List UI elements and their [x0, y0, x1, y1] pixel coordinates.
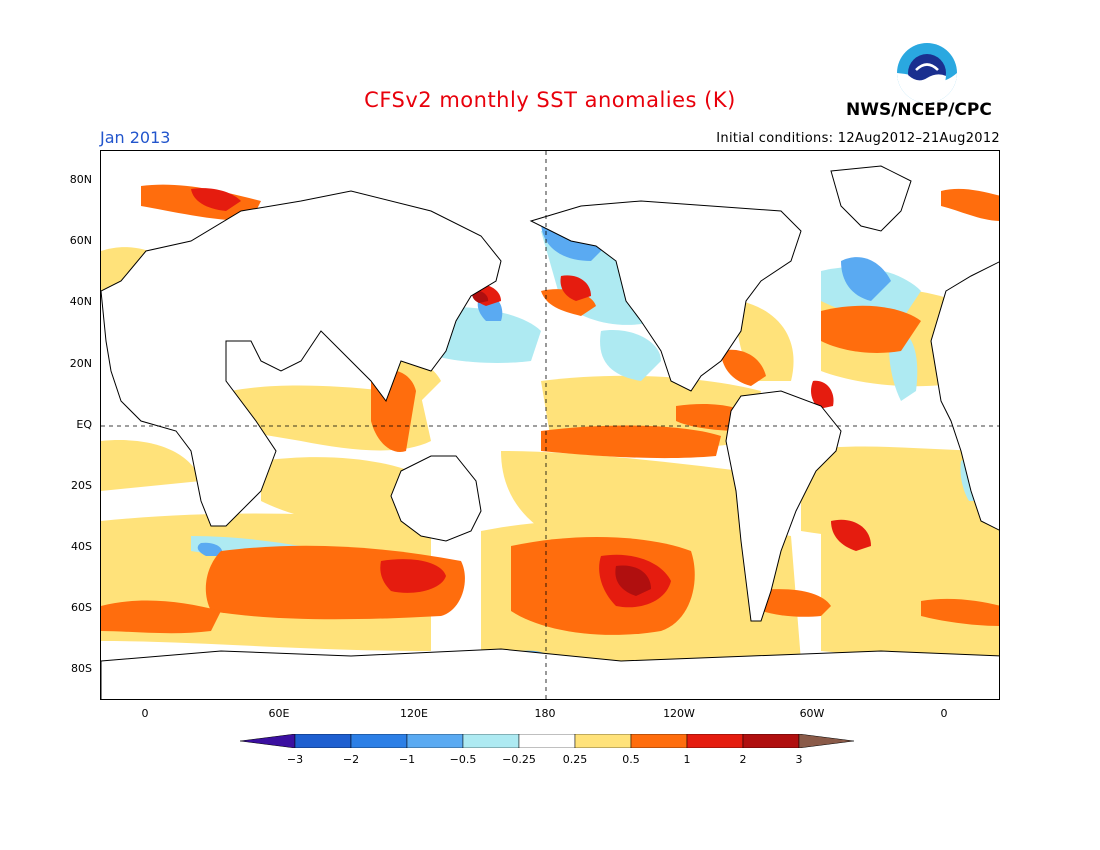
colorbar-box	[462, 734, 520, 748]
colorbar-tick-label: 0.5	[622, 753, 640, 766]
colorbar-tick-label: −0.5	[449, 753, 477, 766]
initial-conditions-label: Initial conditions: 12Aug2012–21Aug2012	[716, 131, 1000, 146]
colorbar-box	[518, 734, 576, 748]
lat-label: 40S	[71, 540, 92, 553]
colorbar	[240, 734, 855, 748]
colorbar-box	[742, 734, 800, 748]
colorbar-tick-label: 1	[683, 753, 691, 766]
colorbar-box	[574, 734, 632, 748]
lat-label: 60N	[69, 234, 92, 247]
colorbar-box	[686, 734, 744, 748]
lon-label: 180	[534, 707, 556, 720]
colorbar-tick-label: 0.25	[562, 753, 588, 766]
lon-label: 0	[940, 707, 948, 720]
colorbar-tick-label: −1	[398, 753, 416, 766]
chart-title: CFSv2 monthly SST anomalies (K)	[364, 88, 736, 112]
lat-label: 40N	[69, 295, 92, 308]
lon-label: 60W	[799, 707, 825, 720]
colorbar-box	[350, 734, 408, 748]
colorbar-tick-label: 2	[739, 753, 747, 766]
lat-label: 80S	[71, 662, 92, 675]
lat-label: EQ	[76, 418, 92, 431]
continent-outlines	[101, 165, 999, 699]
colorbar-tick-label: 3	[795, 753, 803, 766]
map-canvas	[101, 151, 999, 699]
agency-label: NWS/NCEP/CPC	[846, 100, 992, 120]
lat-label: 20N	[69, 357, 92, 370]
lon-label: 0	[141, 707, 149, 720]
colorbar-box	[294, 734, 352, 748]
colorbar-extend-low	[240, 734, 296, 748]
colorbar-tick-label: −0.25	[502, 753, 536, 766]
colorbar-extend-high	[798, 734, 855, 748]
lon-label: 120W	[663, 707, 695, 720]
lat-label: 60S	[71, 601, 92, 614]
colorbar-box	[406, 734, 464, 748]
lon-label: 60E	[268, 707, 290, 720]
anomaly-fields	[101, 184, 999, 666]
sst-anomaly-map	[100, 150, 1000, 700]
colorbar-tick-label: −3	[286, 753, 304, 766]
colorbar-box	[630, 734, 688, 748]
lon-label: 120E	[400, 707, 428, 720]
noaa-logo-icon	[897, 43, 957, 103]
equator-meridian-lines	[101, 151, 999, 699]
lat-label: 20S	[71, 479, 92, 492]
lat-label: 80N	[69, 173, 92, 186]
forecast-month: Jan 2013	[100, 128, 171, 147]
colorbar-tick-label: −2	[342, 753, 360, 766]
